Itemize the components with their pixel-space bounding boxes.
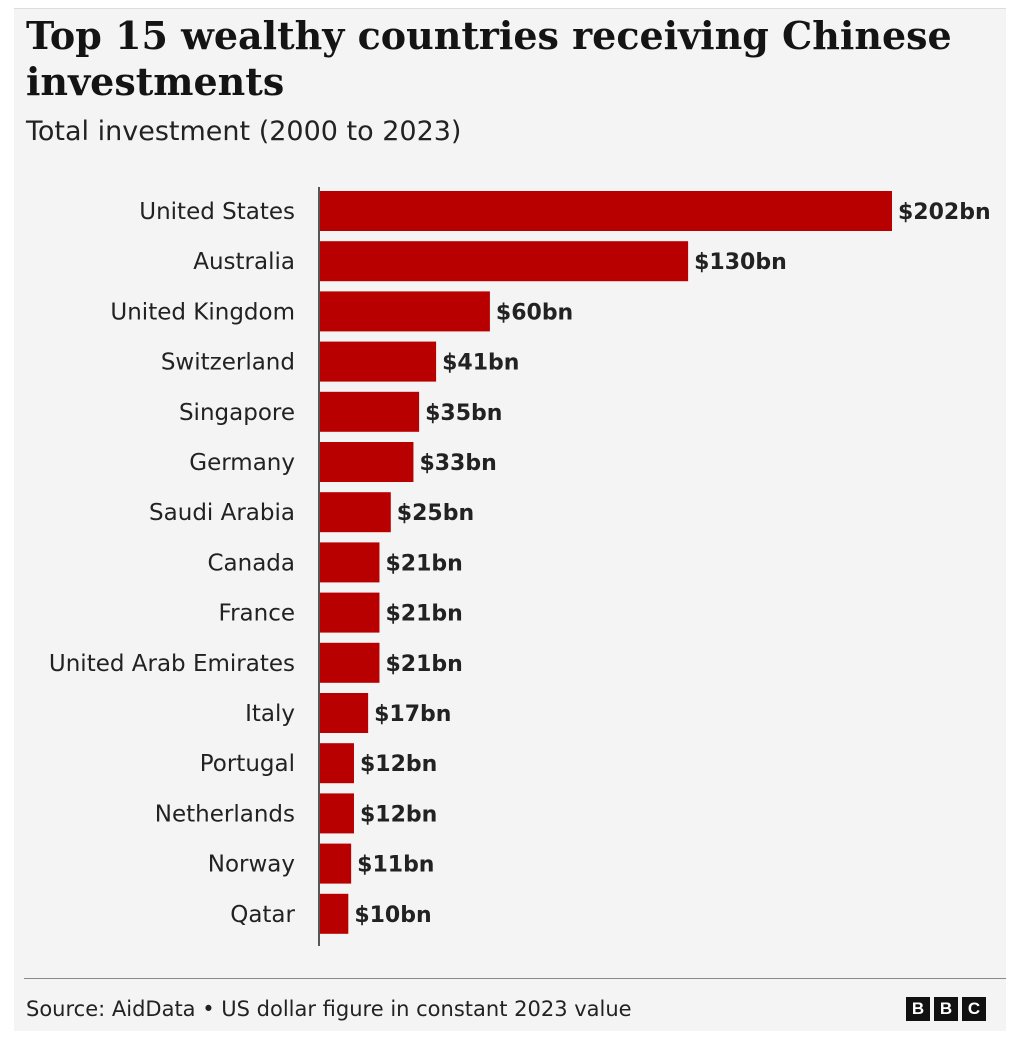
bar [320, 241, 689, 282]
category-label: United Arab Emirates [49, 651, 295, 677]
bar [320, 843, 352, 884]
value-label: $35bn [425, 401, 502, 426]
chart-card: Top 15 wealthy countries receiving Chine… [14, 8, 1006, 1031]
bar [320, 693, 369, 733]
value-label: $17bn [374, 702, 451, 727]
category-label: Switzerland [161, 350, 295, 376]
category-label: Saudi Arabia [149, 500, 295, 526]
category-label: France [219, 601, 295, 627]
category-label: Italy [245, 701, 295, 727]
value-label: $12bn [360, 752, 437, 777]
bar [320, 191, 892, 231]
value-label: $21bn [385, 551, 462, 576]
bar [320, 442, 414, 482]
value-label: $11bn [357, 853, 434, 878]
value-label: $41bn [442, 351, 519, 376]
logo-letter-b2: B [934, 997, 958, 1021]
logo-letter-c: C [962, 997, 986, 1021]
category-label: Australia [193, 249, 295, 275]
source-note: Source: AidData • US dollar figure in co… [26, 997, 632, 1021]
bar [320, 592, 380, 633]
bar [320, 793, 354, 834]
category-label: Canada [207, 550, 295, 576]
chart-subtitle: Total investment (2000 to 2023) [26, 116, 462, 147]
bar-chart: United States $202bn Australia $130bn United… [49, 187, 991, 946]
value-label: $202bn [898, 200, 991, 225]
category-label: Portugal [200, 751, 295, 777]
category-label: Germany [189, 450, 295, 476]
category-label: Norway [208, 852, 295, 878]
category-label: Netherlands [155, 801, 295, 827]
bar [320, 743, 354, 784]
bar [320, 391, 420, 432]
bar [320, 492, 391, 533]
bar [320, 642, 380, 683]
category-label: United Kingdom [110, 299, 295, 325]
bar [320, 341, 437, 382]
value-label: $60bn [496, 300, 573, 325]
value-label: $130bn [694, 250, 787, 275]
category-label: Qatar [230, 902, 295, 928]
bar [320, 893, 349, 934]
bar [320, 291, 490, 332]
value-label: $12bn [360, 802, 437, 827]
value-label: $33bn [419, 451, 496, 476]
category-label: Singapore [179, 400, 295, 426]
value-label: $21bn [385, 652, 462, 677]
bar [320, 542, 380, 583]
footer-divider [24, 978, 1006, 979]
bbc-logo: B B C [906, 997, 986, 1021]
value-label: $25bn [397, 501, 474, 526]
chart-title: Top 15 wealthy countries receiving Chine… [26, 13, 952, 104]
value-label: $21bn [385, 602, 462, 627]
logo-letter-b1: B [906, 997, 930, 1021]
value-label: $10bn [354, 903, 431, 928]
category-label: United States [139, 199, 295, 225]
